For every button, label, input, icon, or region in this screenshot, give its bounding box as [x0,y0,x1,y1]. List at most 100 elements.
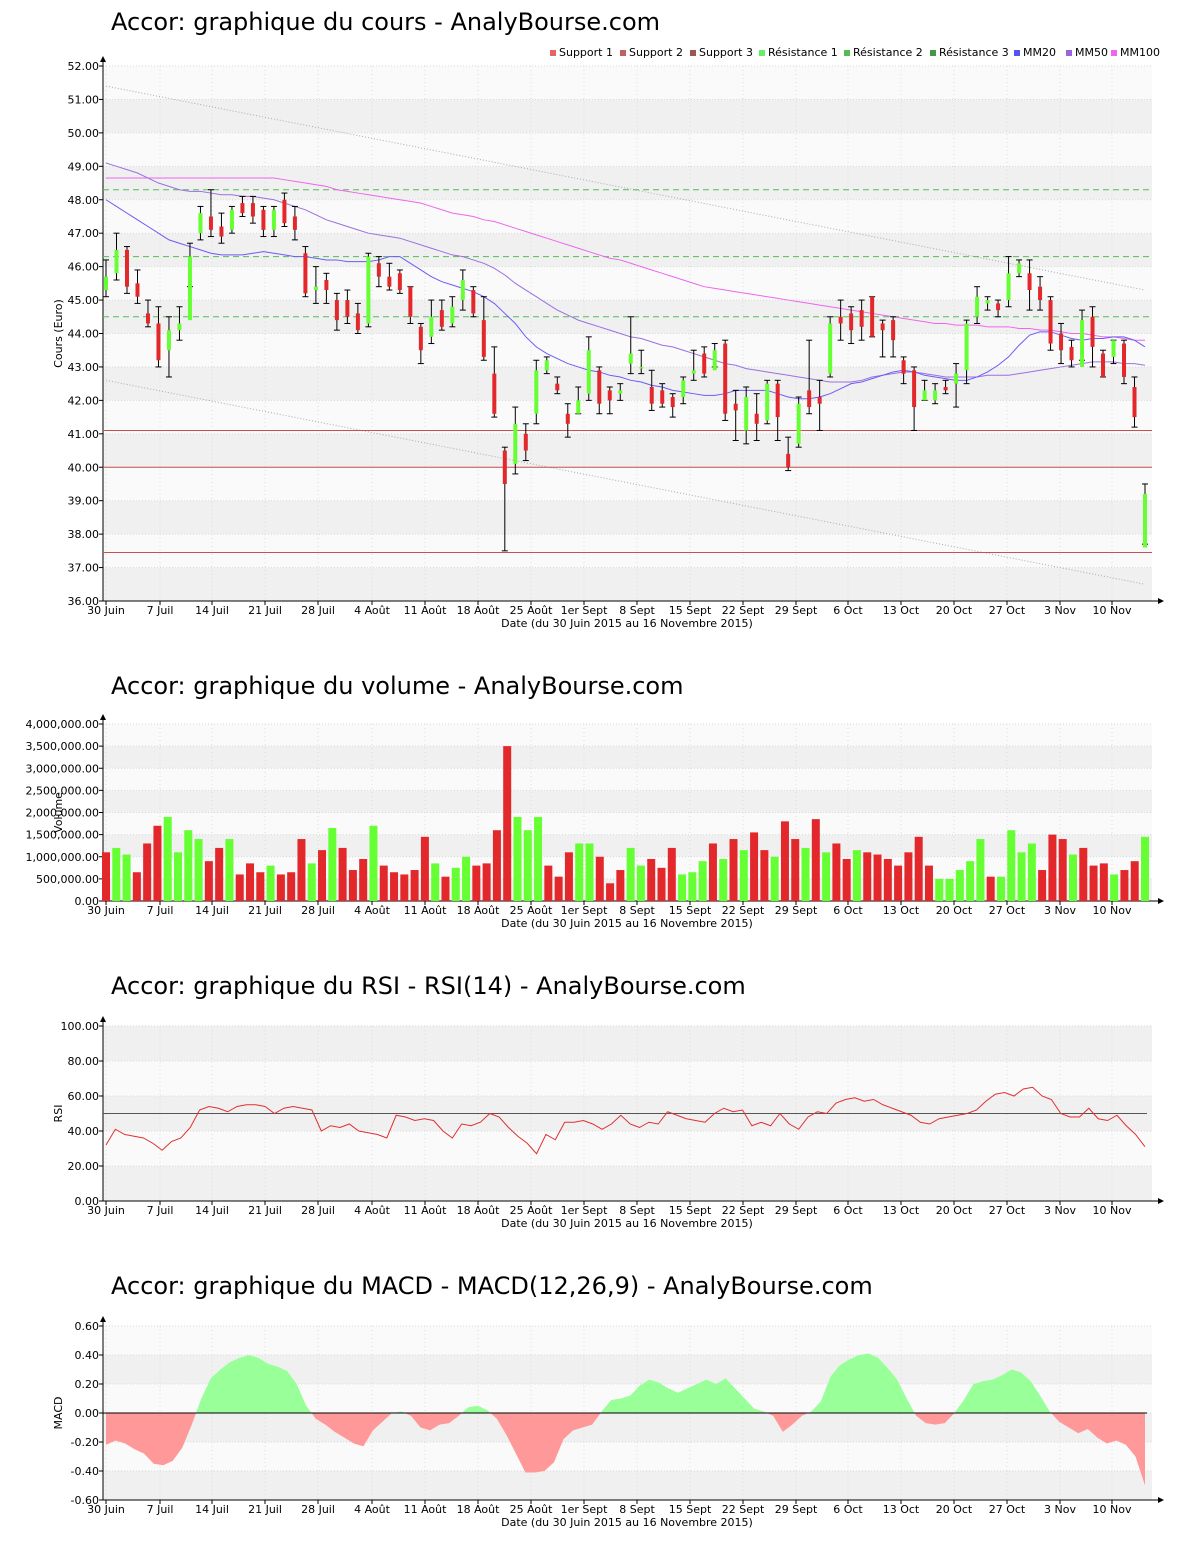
volume-ytick-label: 1,000,000.00 [26,851,99,864]
legend-label: Résistance 2 [853,46,923,59]
candle [837,299,844,341]
price-y-axis-arrow [100,56,106,62]
volume-bar [986,876,995,901]
macd-xtick-label: 10 Nov [1093,1503,1132,1516]
volume-bar [688,872,697,901]
candle-body [817,397,822,404]
volume-chart-title: Accor: graphique du volume - AnalyBourse… [111,672,684,700]
macd-negative-area [1051,1413,1145,1486]
price-xtick-label: 27 Oct [989,604,1026,617]
candle-body [166,330,171,351]
price-band [103,132,1152,167]
price-band [103,366,1152,401]
volume-bar [420,836,429,901]
candle [764,379,771,425]
candle [722,339,729,421]
candle-body [156,323,161,361]
candle [774,379,781,441]
volume-xtick-label: 21 Juil [248,904,282,917]
volume-xtick-label: 13 Oct [883,904,920,917]
volume-bar [750,832,759,901]
macd-positive-area [808,1353,915,1413]
volume-xtick-label: 14 Juil [195,904,229,917]
candle-body [250,203,255,217]
candle [711,343,718,371]
volume-xtick-label: 7 Juil [147,904,174,917]
candle-body [901,360,906,374]
volume-xtick-label: 10 Nov [1093,904,1132,917]
price-chart-panel: Accor: graphique du cours - AnalyBourse.… [0,8,1200,638]
candle [1121,339,1128,385]
volume-band [103,724,1152,747]
candle [1037,276,1044,311]
candle [176,306,183,341]
candle [333,292,340,331]
legend-swatch [1111,50,1117,56]
volume-bar [801,847,810,901]
price-xtick-label: 22 Sept [722,604,765,617]
price-band [103,333,1152,367]
candle [659,383,666,408]
candle-body [670,397,675,408]
macd-positive-area [461,1405,491,1413]
macd-chart-panel: Accor: graphique du MACD - MACD(12,26,9)… [0,1272,1200,1547]
price-ytick-label: 49.00 [68,160,100,173]
candle [207,189,214,238]
price-xtick-label: 29 Sept [775,604,818,617]
rsi-ytick-label: 40.00 [68,1125,100,1138]
candle [344,289,351,324]
price-band [103,233,1152,267]
candle-body [1069,346,1074,361]
rsi-ytick-label: 0.00 [75,1195,100,1208]
candle-body [1143,494,1147,548]
volume-bar [698,861,707,901]
candle [249,195,256,224]
rsi-xtick-label: 11 Août [404,1204,448,1217]
volume-bar [811,819,820,901]
volume-bar [328,827,337,901]
volume-bar [503,746,512,901]
price-xtick-label: 20 Oct [936,604,973,617]
candle [501,446,508,552]
candle [701,346,708,378]
volume-bar [174,852,183,901]
volume-bar [1130,861,1139,901]
candle [953,363,960,408]
candle [795,396,802,448]
candle [449,296,456,328]
candle [197,205,204,241]
candle-body [282,199,287,224]
candle-body [408,286,413,317]
volume-bar [966,861,975,901]
volume-x-axis-arrow [1158,898,1164,904]
candle [438,299,445,331]
volume-bar [153,825,162,901]
volume-band [103,768,1152,791]
candle-body [943,387,948,391]
candle-body [135,283,140,297]
candle [365,252,372,328]
candle-body [828,323,833,374]
candle-body [397,273,402,291]
volume-bar [719,858,728,901]
rsi-xtick-label: 28 Juil [301,1204,335,1217]
volume-bar [235,874,244,901]
candle-body [576,400,581,414]
candle [134,269,141,304]
rsi-band [103,1026,1152,1061]
volume-bar [863,852,872,901]
candle [186,242,193,321]
volume-bar [832,843,841,901]
volume-y-axis-title: Volume [52,792,65,833]
macd-xtick-label: 14 Juil [195,1503,229,1516]
candle [732,389,739,441]
candle [816,379,823,431]
candle [690,349,697,381]
candle [648,369,655,411]
rsi-xtick-label: 1er Sept [561,1204,609,1217]
volume-bar [976,839,985,901]
volume-band [103,746,1152,769]
volume-bar [1038,870,1047,901]
volume-bar [523,830,532,901]
candle-body [187,256,192,321]
